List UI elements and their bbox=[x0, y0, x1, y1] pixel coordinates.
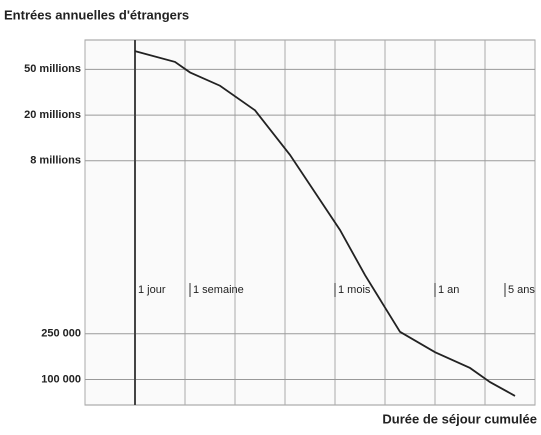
x-tick-label: 1 mois bbox=[338, 284, 371, 296]
x-tick-label: 5 ans bbox=[508, 284, 535, 296]
y-tick-label: 20 millions bbox=[24, 109, 81, 121]
data-line bbox=[134, 50, 516, 397]
y-tick-label: 8 millions bbox=[30, 155, 81, 167]
chart-title: Entrées annuelles d'étrangers bbox=[4, 7, 189, 22]
x-tick-label: 1 an bbox=[438, 284, 459, 296]
y-tick-label: 100 000 bbox=[41, 373, 81, 385]
x-tick-label: 1 semaine bbox=[193, 284, 244, 296]
y-tick-label: 50 millions bbox=[24, 63, 81, 75]
x-axis-label: Durée de séjour cumulée bbox=[382, 411, 537, 426]
x-tick-label: 1 jour bbox=[138, 284, 166, 296]
y-tick-label: 250 000 bbox=[41, 328, 81, 340]
plot-area bbox=[84, 39, 536, 406]
